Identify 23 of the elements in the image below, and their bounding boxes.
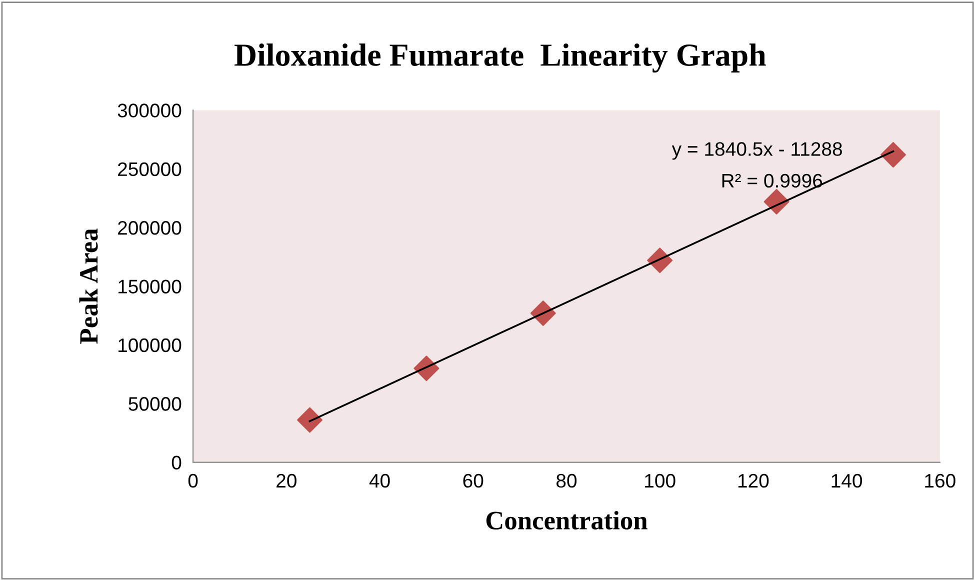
x-tick-label: 140	[832, 474, 862, 488]
y-tick-label: 250000	[118, 162, 182, 176]
x-tick-label: 0	[188, 474, 198, 488]
y-tick-label: 100000	[118, 338, 182, 352]
point	[880, 142, 906, 168]
y-tick-label: 50000	[128, 397, 182, 411]
point	[297, 407, 322, 433]
x-tick-label: 40	[369, 474, 390, 488]
y-tick-label: 150000	[118, 280, 182, 294]
annotation: y = 1840.5x - 11288	[672, 142, 842, 160]
y-tick-label: 200000	[118, 221, 182, 235]
annotation: R² = 0.9996	[722, 174, 822, 188]
x-tick-label: 80	[556, 474, 577, 488]
y-axis-title: Peak Area	[79, 228, 98, 344]
x-tick-label: 20	[276, 474, 296, 488]
x-tick-label: 100	[645, 474, 676, 488]
x-tick-label: 120	[738, 474, 769, 488]
x-tick-label: 160	[925, 474, 956, 488]
y-tick-label: 300000	[118, 104, 182, 118]
x-tick-label: 60	[463, 474, 484, 488]
x-axis-title: Concentration	[486, 510, 648, 530]
y-tick-label: 0	[172, 456, 182, 470]
chart-title: Diloxanide Fumarate Linearity Graph	[234, 43, 766, 73]
